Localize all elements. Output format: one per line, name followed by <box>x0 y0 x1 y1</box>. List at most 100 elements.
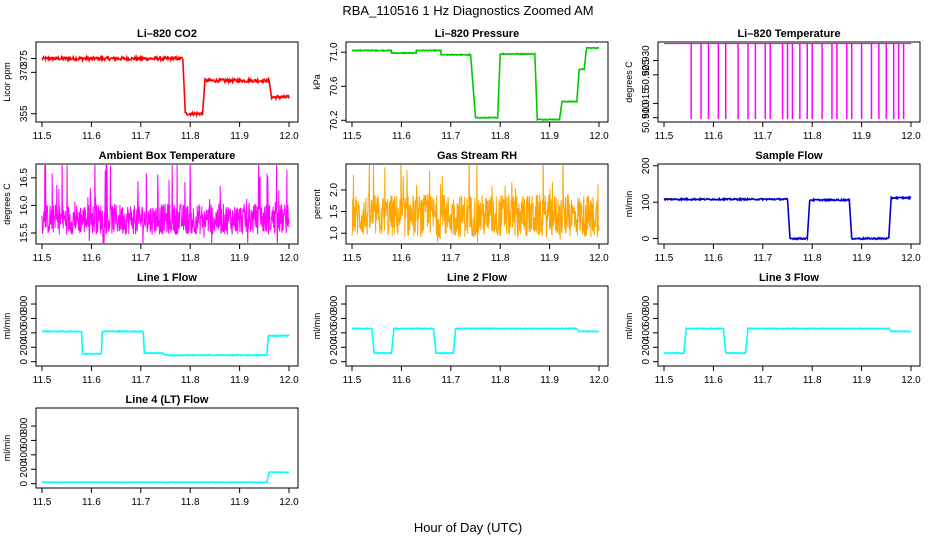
plot-frame <box>345 285 609 367</box>
y-tick-label: 2.0 <box>329 183 340 197</box>
x-tick-label: 12.0 <box>279 253 299 264</box>
y-tick-label: 800 <box>641 295 652 312</box>
x-tick-label: 11.7 <box>441 253 460 264</box>
y-tick-label: 600 <box>641 310 652 327</box>
x-tick-label: 12.0 <box>279 375 299 386</box>
panel-10: Line 4 (LT) Flow 11.5 11.6 11.7 11.8 11.9 12.0… <box>2 394 299 508</box>
x-tick-label: 11.7 <box>753 375 772 386</box>
x-tick-label: 12.0 <box>901 375 921 386</box>
y-tick-label: 0 <box>329 358 340 364</box>
y-axis-label: degrees C <box>624 61 634 103</box>
series-3 <box>664 43 911 120</box>
x-tick-label: 12.0 <box>279 131 299 142</box>
x-tick-label: 11.8 <box>803 253 822 264</box>
plot-frame <box>35 41 299 123</box>
x-tick-label: 12.0 <box>279 497 299 508</box>
y-tick-label: 400 <box>641 324 652 341</box>
series-line <box>41 54 290 119</box>
x-tick-label: 11.9 <box>852 131 871 142</box>
y-axis-label: ml/min <box>312 313 322 340</box>
y-tick-label: 200 <box>641 338 652 355</box>
x-tick-label: 11.8 <box>181 253 200 264</box>
plot-frame <box>657 163 921 245</box>
series-line <box>351 46 600 121</box>
y-tick-label: 70.2 <box>329 110 340 130</box>
x-tick-label: 11.7 <box>131 131 150 142</box>
y-tick-label: 0 <box>19 480 30 486</box>
series-line <box>41 329 290 357</box>
panel-title: Line 1 Flow <box>137 272 197 284</box>
x-tick-label: 11.9 <box>852 375 871 386</box>
y-tick-label: 50.910 <box>641 102 652 133</box>
x-tick-label: 11.8 <box>803 375 822 386</box>
x-tick-label: 11.5 <box>33 131 52 142</box>
y-tick-label: 15.5 <box>19 223 30 243</box>
panel-7: Line 1 Flow 11.5 11.6 11.7 11.8 11.9 12.0 0 2004… <box>2 272 299 386</box>
plot-frame <box>657 285 921 367</box>
x-tick-label: 11.8 <box>491 131 510 142</box>
y-tick-label: 0 <box>19 358 30 364</box>
panel-2: Li–820 Pressure 11.5 11.6 11.7 11.8 11.9 12.0 7… <box>312 28 609 142</box>
x-tick-label: 11.8 <box>181 375 200 386</box>
x-tick-label: 11.6 <box>82 497 101 508</box>
y-tick-label: 16.5 <box>19 168 30 188</box>
series-1 <box>41 54 290 119</box>
x-tick-label: 11.9 <box>230 131 249 142</box>
x-tick-label: 11.9 <box>852 253 871 264</box>
y-tick-label: 400 <box>19 324 30 341</box>
x-tick-label: 11.8 <box>803 131 822 142</box>
plot-frame <box>35 163 299 245</box>
x-tick-label: 11.6 <box>392 375 411 386</box>
x-tick-label: 11.7 <box>131 253 150 264</box>
panel-title: Li–820 Pressure <box>435 28 519 40</box>
y-tick-label: 600 <box>19 310 30 327</box>
y-tick-label: 400 <box>329 324 340 341</box>
x-tick-label: 11.5 <box>655 253 674 264</box>
x-tick-label: 11.5 <box>343 253 362 264</box>
panel-title: Line 3 Flow <box>759 272 819 284</box>
panel-9: Line 3 Flow 11.5 11.6 11.7 11.8 11.9 12.0 0 2004… <box>624 272 921 386</box>
x-tick-label: 11.8 <box>491 253 510 264</box>
panel-6: Sample Flow 11.5 11.6 11.7 11.8 11.9 12.0 0 100 2… <box>624 150 921 264</box>
y-tick-label: 1.5 <box>329 204 340 218</box>
y-tick-label: 800 <box>19 295 30 312</box>
plot-frame <box>35 407 299 489</box>
series-line <box>351 165 600 243</box>
series-line <box>41 471 289 484</box>
x-tick-label: 11.5 <box>655 375 674 386</box>
series-9 <box>663 326 912 355</box>
x-tick-label: 11.7 <box>131 375 150 386</box>
x-tick-label: 11.7 <box>441 131 460 142</box>
y-tick-label: 0 <box>641 235 652 241</box>
x-tick-label: 12.0 <box>589 375 609 386</box>
series-8 <box>351 326 599 355</box>
y-axis-label: percent <box>312 188 322 219</box>
x-tick-label: 11.6 <box>704 131 723 142</box>
panel-title: Line 4 (LT) Flow <box>126 394 209 406</box>
y-tick-label: 370 <box>19 64 30 81</box>
y-axis-label: ml/min <box>624 313 634 340</box>
y-tick-label: 16.0 <box>19 195 30 215</box>
x-tick-label: 11.6 <box>704 253 723 264</box>
series-2 <box>351 46 600 121</box>
x-tick-label: 11.5 <box>33 253 52 264</box>
x-tick-label: 11.9 <box>230 497 249 508</box>
y-axis-label: Licor ppm <box>2 62 12 102</box>
x-tick-label: 11.5 <box>33 497 52 508</box>
x-tick-label: 11.6 <box>392 253 411 264</box>
x-tick-label: 11.9 <box>540 253 559 264</box>
y-axis-label: kPa <box>312 74 322 90</box>
y-tick-label: 1.0 <box>329 226 340 240</box>
x-tick-label: 11.5 <box>343 131 362 142</box>
y-tick-label: 200 <box>641 157 652 174</box>
x-tick-label: 11.7 <box>753 253 772 264</box>
y-tick-label: 600 <box>329 310 340 327</box>
y-axis-label: ml/min <box>624 191 634 218</box>
series-line <box>41 165 290 243</box>
series-6 <box>663 195 912 242</box>
x-tick-label: 11.9 <box>230 375 249 386</box>
series-5 <box>351 165 600 243</box>
y-axis-label: ml/min <box>2 313 12 340</box>
x-tick-label: 11.9 <box>230 253 249 264</box>
